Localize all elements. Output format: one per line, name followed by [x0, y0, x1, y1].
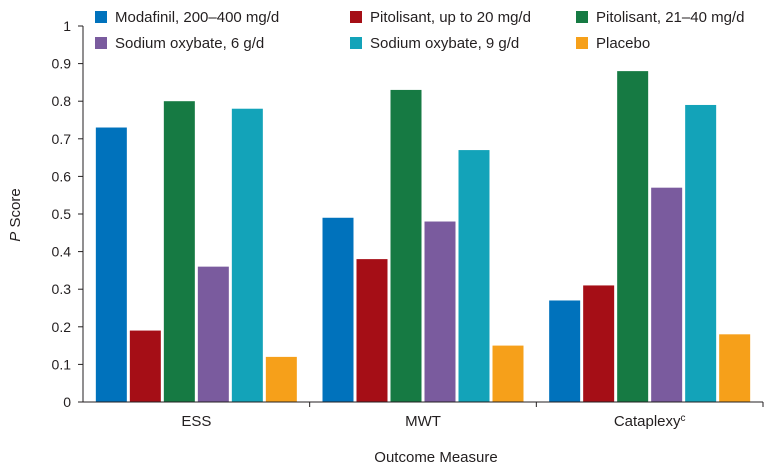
x-category-label: MWT [405, 413, 441, 430]
y-tick-label: 0.5 [52, 206, 72, 222]
y-ticks: 0 0.1 0.2 0.3 0.4 0.5 0.6 0.7 0.8 0.9 1 [52, 18, 83, 410]
x-category-labels: ESS MWT Cataplexyc [181, 402, 764, 431]
bar [231, 108, 263, 402]
legend-label: Pitolisant, 21–40 mg/d [596, 9, 744, 26]
bar [163, 101, 195, 402]
y-tick-label: 0 [63, 394, 71, 410]
x-axis-title: Outcome Measure [374, 449, 497, 466]
y-tick-label: 0.8 [52, 93, 72, 109]
y-tick-label: 0.6 [52, 168, 72, 184]
bar [356, 259, 388, 402]
legend-label: Sodium oxybate, 9 g/d [370, 35, 519, 52]
bar [129, 330, 161, 402]
bar [719, 334, 751, 402]
y-tick-label: 1 [63, 18, 71, 34]
bar [95, 127, 127, 403]
bar [390, 89, 422, 403]
bar [458, 150, 490, 402]
bar [549, 300, 581, 402]
legend-label: Placebo [596, 35, 650, 52]
y-tick-label: 0.1 [52, 356, 72, 372]
bars [95, 71, 751, 403]
y-tick-label: 0.9 [52, 56, 72, 72]
legend-label: Sodium oxybate, 6 g/d [115, 35, 264, 52]
y-axis-title: P Score [7, 188, 24, 241]
legend-swatch [576, 37, 588, 49]
legend-swatch [350, 37, 362, 49]
x-category-label: Cataplexyc [614, 413, 686, 431]
y-axis-title-italic: P [7, 232, 24, 242]
y-tick-label: 0.2 [52, 319, 72, 335]
x-category-label: ESS [181, 413, 211, 430]
bar [322, 217, 354, 402]
legend-label: Pitolisant, up to 20 mg/d [370, 9, 531, 26]
bar [685, 104, 717, 403]
bar [424, 221, 456, 402]
y-tick-label: 0.7 [52, 131, 72, 147]
bar [651, 187, 683, 402]
bar [617, 71, 649, 403]
y-tick-label: 0.4 [52, 244, 72, 260]
legend-swatch [95, 37, 107, 49]
legend-swatch [576, 11, 588, 23]
legend-label: Modafinil, 200–400 mg/d [115, 9, 279, 26]
legend: Modafinil, 200–400 mg/d Pitolisant, up to… [95, 9, 744, 52]
bar [583, 285, 615, 402]
bar [197, 266, 229, 402]
y-tick-label: 0.3 [52, 281, 72, 297]
bar [265, 356, 297, 402]
bar [492, 345, 524, 402]
legend-swatch [350, 11, 362, 23]
legend-swatch [95, 11, 107, 23]
y-axis-title-rest: Score [7, 188, 24, 231]
